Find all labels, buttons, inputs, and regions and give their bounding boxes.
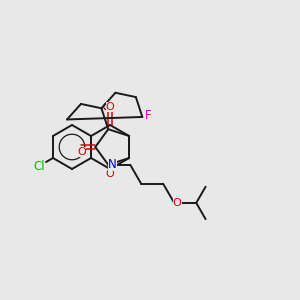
Text: O: O	[77, 147, 86, 157]
Text: O: O	[173, 198, 182, 208]
Text: O: O	[106, 169, 115, 179]
Text: N: N	[108, 158, 117, 171]
Text: F: F	[145, 109, 152, 122]
Text: Cl: Cl	[33, 160, 45, 172]
Text: O: O	[106, 102, 115, 112]
